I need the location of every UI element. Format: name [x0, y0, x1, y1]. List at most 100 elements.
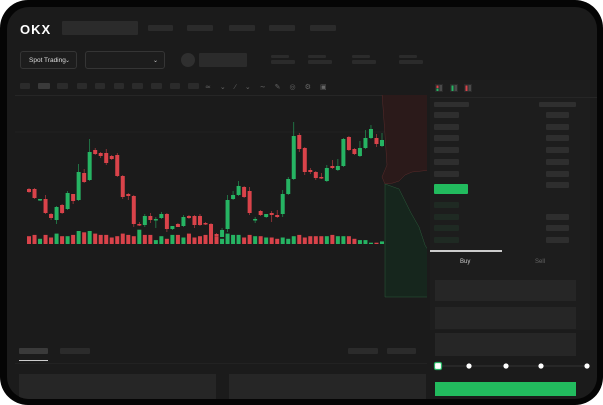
candle-type-icon[interactable]: ≃	[205, 84, 211, 91]
filter-button[interactable]	[348, 348, 378, 354]
market-selector[interactable]: Spot Trading ⌄	[20, 51, 77, 69]
filter-button[interactable]	[387, 348, 416, 354]
volume-bar	[324, 236, 329, 244]
nav-item[interactable]	[269, 25, 295, 31]
volume-bar	[275, 238, 280, 244]
timeframe-button[interactable]	[77, 83, 87, 89]
price-input[interactable]	[435, 280, 576, 301]
total-input[interactable]	[435, 333, 576, 356]
candle	[126, 193, 131, 200]
candle-body	[368, 129, 373, 138]
volume-bar	[258, 236, 263, 244]
search-bar[interactable]	[62, 21, 138, 35]
candle	[352, 148, 357, 155]
candlestick-chart[interactable]	[15, 95, 427, 335]
order-book-both-icon	[435, 84, 443, 92]
pair-selector[interactable]: ⌄	[85, 51, 165, 69]
candle	[93, 148, 98, 155]
candle-body	[297, 135, 302, 149]
ask-size	[546, 159, 569, 165]
volume-bar	[87, 231, 92, 244]
ask-price	[434, 171, 459, 177]
chevron-down-icon[interactable]: ⌄	[244, 84, 251, 91]
candle	[43, 195, 48, 214]
pencil-icon[interactable]: ✎	[274, 84, 281, 91]
tab-sell[interactable]: Sell	[535, 259, 546, 265]
timeframe-button[interactable]	[95, 83, 105, 89]
volume-bar	[247, 234, 252, 244]
candle	[368, 125, 373, 139]
app-window: OKX Spot Trading ⌄ ⌄ ≃ ⌄ ∕ ⌄ ∼ ✎ ◎ ⚙ ▣	[7, 7, 597, 399]
settings-icon[interactable]: ⚙	[304, 84, 311, 91]
ask-price	[434, 124, 459, 130]
amount-input[interactable]	[435, 307, 576, 329]
volume-bar	[98, 234, 103, 244]
volume-bar	[269, 237, 274, 244]
volume-bar	[308, 236, 313, 244]
candle-body	[363, 138, 368, 148]
candle	[242, 186, 247, 198]
market-selector-label: Spot Trading	[29, 56, 66, 64]
volume-bar	[120, 233, 125, 244]
volume-bar	[142, 234, 147, 244]
candle-body	[324, 168, 329, 181]
candle	[330, 160, 335, 169]
depth-chart	[381, 95, 427, 298]
amount-slider[interactable]	[433, 360, 597, 372]
nav-item[interactable]	[187, 25, 213, 31]
order-book-bids-icon	[450, 84, 458, 92]
timeframe-button[interactable]	[20, 83, 30, 89]
tab-buy[interactable]: Buy	[460, 259, 471, 265]
volume-bar	[297, 234, 302, 244]
candle-body	[330, 166, 335, 168]
volume-bar	[131, 236, 136, 244]
candle	[253, 217, 258, 223]
price-display	[199, 53, 247, 67]
candle	[87, 139, 92, 181]
camera-icon[interactable]: ◎	[289, 84, 296, 91]
timeframe-button[interactable]	[57, 83, 68, 89]
timeframe-button[interactable]	[38, 83, 50, 89]
timeframe-button[interactable]	[170, 83, 180, 89]
buy-submit-button[interactable]	[435, 382, 576, 396]
candle-body	[264, 214, 269, 217]
ask-size	[546, 171, 569, 177]
divider	[15, 363, 427, 364]
last-price	[434, 184, 468, 194]
indicator-icon[interactable]: ∕	[234, 83, 236, 91]
volume-bar	[192, 237, 197, 244]
timeframe-button[interactable]	[132, 83, 143, 89]
candle-body	[231, 195, 236, 199]
candle-body	[346, 137, 351, 150]
volume-bar	[60, 236, 65, 244]
candle	[374, 134, 379, 147]
okx-logo[interactable]: OKX	[20, 22, 52, 37]
timeframe-button[interactable]	[151, 83, 162, 89]
timeframe-button[interactable]	[188, 83, 199, 89]
candle-body	[319, 177, 324, 179]
volume-bar	[109, 237, 114, 244]
candle-body	[142, 216, 147, 225]
candle-body	[131, 196, 136, 224]
candle-body	[87, 152, 92, 180]
candle	[264, 214, 269, 218]
stat-label	[352, 55, 370, 58]
tab-open-orders[interactable]	[19, 348, 48, 354]
candle	[153, 217, 158, 228]
candle	[231, 191, 236, 200]
nav-item[interactable]	[229, 25, 255, 31]
nav-item[interactable]	[310, 25, 336, 31]
candle-body	[225, 200, 230, 229]
candle	[258, 210, 263, 216]
timeframe-button[interactable]	[114, 83, 124, 89]
chevron-down-icon[interactable]: ⌄	[219, 84, 226, 91]
volume-bar	[181, 237, 186, 244]
tab-order-history[interactable]	[60, 348, 90, 354]
candle	[76, 164, 81, 201]
candle-body	[352, 149, 357, 154]
nav-item[interactable]	[148, 25, 173, 31]
fullscreen-icon[interactable]: ▣	[319, 84, 327, 91]
candle	[27, 188, 31, 193]
draw-line-icon[interactable]: ∼	[259, 84, 266, 91]
